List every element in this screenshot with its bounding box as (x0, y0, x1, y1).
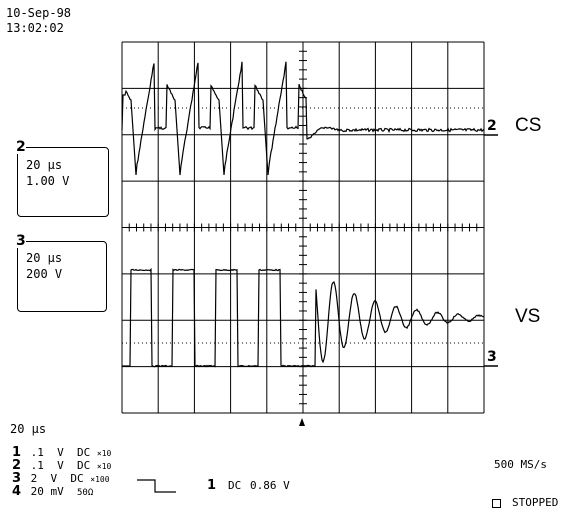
vs-trace (122, 267, 485, 368)
trigger-slope-icon (137, 479, 176, 493)
status-checkbox-icon[interactable] (492, 499, 501, 508)
channel-3-box-number: 3 (16, 233, 26, 249)
channel-4-settings: 4 20 mV 50Ω (12, 484, 94, 499)
timebase-readout: 20 µs (10, 422, 47, 436)
date-readout: 10-Sep-98 (6, 6, 72, 20)
time-readout: 13:02:02 (6, 21, 64, 35)
trigger-position-marker (299, 418, 305, 426)
cs-channel-marker: 2 (487, 118, 497, 134)
channel-3-timebase: 20 µs (26, 251, 63, 265)
graticule-ticks (121, 41, 485, 414)
channel-1-settings: 1 .1 V DC ×10 (12, 445, 112, 460)
cs-trace (121, 61, 485, 176)
channel-3-scale: 200 V (26, 267, 63, 281)
trigger-level: 0.86 V (250, 479, 290, 492)
sample-rate-readout: 500 MS/s (494, 458, 547, 471)
vs-channel-marker: 3 (487, 349, 497, 365)
vs-label: VS (515, 306, 541, 327)
reference-dotted-lines (122, 107, 484, 344)
channel-2-info-box[interactable]: 20 µs 1.00 V (17, 147, 109, 217)
channel-2-scale: 1.00 V (26, 174, 70, 188)
trigger-source: 1 (207, 478, 217, 493)
channel-2-settings: 2 .1 V DC ×10 (12, 458, 112, 473)
channel-3-settings: 3 2 V DC ×100 (12, 471, 110, 486)
trigger-coupling: DC (228, 479, 242, 492)
acquisition-status: STOPPED (512, 496, 559, 509)
channel-3-info-box[interactable]: 20 µs 200 V (17, 241, 107, 312)
cs-label: CS (515, 115, 542, 136)
channel-2-box-number: 2 (16, 139, 26, 155)
channel-2-timebase: 20 µs (26, 158, 63, 172)
